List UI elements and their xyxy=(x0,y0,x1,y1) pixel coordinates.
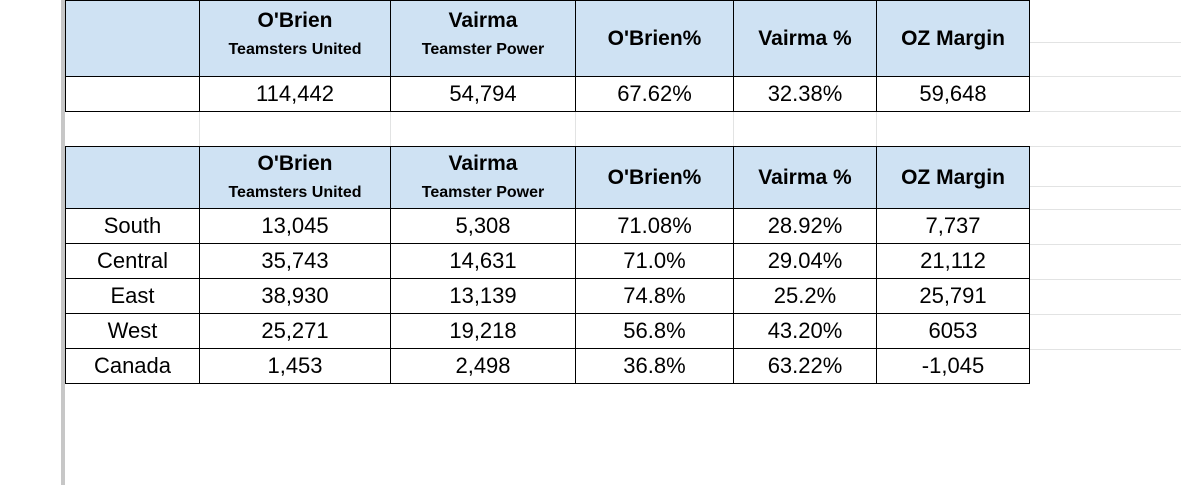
table-cell[interactable]: 32.38% xyxy=(733,76,877,112)
regional-header-row: O'Brien Teamsters United Vairma Teamster… xyxy=(65,146,1030,209)
sheet-gridline xyxy=(1030,42,1181,43)
table-row: Central 35,743 14,631 71.0% 29.04% 21,11… xyxy=(65,243,1030,279)
summary-table: O'Brien Teamsters United Vairma Teamster… xyxy=(65,0,1030,112)
header-label: OZ Margin xyxy=(901,165,1005,189)
header-cell-obrien[interactable]: O'Brien Teamsters United xyxy=(199,146,391,209)
sheet-gridline xyxy=(1030,186,1181,187)
table-cell[interactable]: 6053 xyxy=(876,313,1030,349)
sheet-gridline xyxy=(1030,209,1181,210)
table-row: West 25,271 19,218 56.8% 43.20% 6053 xyxy=(65,313,1030,349)
frozen-column-divider[interactable] xyxy=(61,0,65,485)
region-label-cell[interactable]: Central xyxy=(65,243,200,279)
header-candidate-name: Vairma xyxy=(448,8,518,32)
header-cell-vairma-pct[interactable]: Vairma % xyxy=(733,146,877,209)
table-cell[interactable]: 5,308 xyxy=(390,208,576,244)
header-label: O'Brien% xyxy=(607,26,702,50)
sheet-gridline xyxy=(1030,314,1181,315)
sheet-gridline xyxy=(1030,244,1181,245)
table-row: Canada 1,453 2,498 36.8% 63.22% -1,045 xyxy=(65,348,1030,384)
header-label: Vairma % xyxy=(758,165,852,189)
table-cell[interactable]: 71.08% xyxy=(575,208,734,244)
sheet-gridline xyxy=(1030,349,1181,350)
header-candidate-name: O'Brien xyxy=(257,8,333,32)
table-cell[interactable]: 35,743 xyxy=(199,243,391,279)
table-cell[interactable]: 114,442 xyxy=(199,76,391,112)
table-cell[interactable]: 21,112 xyxy=(876,243,1030,279)
region-label-cell[interactable]: Canada xyxy=(65,348,200,384)
table-cell[interactable]: -1,045 xyxy=(876,348,1030,384)
table-cell[interactable]: 1,453 xyxy=(199,348,391,384)
table-cell[interactable]: 43.20% xyxy=(733,313,877,349)
table-cell[interactable]: 54,794 xyxy=(390,76,576,112)
table-cell[interactable]: 71.0% xyxy=(575,243,734,279)
sheet-gridline xyxy=(1030,279,1181,280)
table-cell[interactable]: 29.04% xyxy=(733,243,877,279)
summary-header-row: O'Brien Teamsters United Vairma Teamster… xyxy=(65,0,1030,77)
summary-totals-row: 114,442 54,794 67.62% 32.38% 59,648 xyxy=(65,76,1030,112)
table-cell[interactable]: 74.8% xyxy=(575,278,734,314)
header-cell-obrien-pct[interactable]: O'Brien% xyxy=(575,146,734,209)
header-cell-vairma[interactable]: Vairma Teamster Power xyxy=(390,0,576,77)
header-cell-vairma[interactable]: Vairma Teamster Power xyxy=(390,146,576,209)
table-cell[interactable]: 63.22% xyxy=(733,348,877,384)
table-cell[interactable]: 14,631 xyxy=(390,243,576,279)
region-label-cell[interactable]: South xyxy=(65,208,200,244)
table-row: South 13,045 5,308 71.08% 28.92% 7,737 xyxy=(65,208,1030,244)
sheet-gridline xyxy=(199,112,200,146)
header-slate-name: Teamsters United xyxy=(228,40,362,58)
sheet-gridline xyxy=(1030,111,1181,112)
sheet-gridline xyxy=(876,112,877,146)
header-label: O'Brien% xyxy=(607,165,702,189)
table-cell[interactable]: 19,218 xyxy=(390,313,576,349)
header-cell-obrien-pct[interactable]: O'Brien% xyxy=(575,0,734,77)
table-cell[interactable]: 59,648 xyxy=(876,76,1030,112)
sheet-gridline xyxy=(390,112,391,146)
table-cell[interactable]: 13,045 xyxy=(199,208,391,244)
table-cell[interactable]: 13,139 xyxy=(390,278,576,314)
regional-table: O'Brien Teamsters United Vairma Teamster… xyxy=(65,146,1030,384)
table-cell[interactable]: 25.2% xyxy=(733,278,877,314)
header-slate-name: Teamster Power xyxy=(421,40,545,58)
sheet-gridline xyxy=(575,112,576,146)
table-cell[interactable]: 56.8% xyxy=(575,313,734,349)
header-slate-name: Teamster Power xyxy=(421,183,545,201)
table-cell[interactable]: 38,930 xyxy=(199,278,391,314)
table-cell[interactable]: 36.8% xyxy=(575,348,734,384)
header-label: Vairma % xyxy=(758,26,852,50)
header-cell-obrien[interactable]: O'Brien Teamsters United xyxy=(199,0,391,77)
sheet-gridline xyxy=(733,112,734,146)
table-cell[interactable]: 25,271 xyxy=(199,313,391,349)
table-cell[interactable]: 7,737 xyxy=(876,208,1030,244)
header-candidate-name: O'Brien xyxy=(257,151,333,175)
table-cell[interactable]: 67.62% xyxy=(575,76,734,112)
header-cell-blank[interactable] xyxy=(65,146,200,209)
region-label-cell[interactable]: East xyxy=(65,278,200,314)
table-cell[interactable]: 28.92% xyxy=(733,208,877,244)
sheet-gridline xyxy=(1030,76,1181,77)
table-row: East 38,930 13,139 74.8% 25.2% 25,791 xyxy=(65,278,1030,314)
header-cell-oz-margin[interactable]: OZ Margin xyxy=(876,0,1030,77)
header-cell-oz-margin[interactable]: OZ Margin xyxy=(876,146,1030,209)
header-candidate-name: Vairma xyxy=(448,151,518,175)
header-label: OZ Margin xyxy=(901,26,1005,50)
header-cell-blank[interactable] xyxy=(65,0,200,77)
table-cell[interactable]: 25,791 xyxy=(876,278,1030,314)
region-label-cell[interactable]: West xyxy=(65,313,200,349)
table-cell[interactable] xyxy=(65,76,200,112)
table-cell[interactable]: 2,498 xyxy=(390,348,576,384)
header-slate-name: Teamsters United xyxy=(228,183,362,201)
header-cell-vairma-pct[interactable]: Vairma % xyxy=(733,0,877,77)
sheet-gridline xyxy=(1030,146,1181,147)
